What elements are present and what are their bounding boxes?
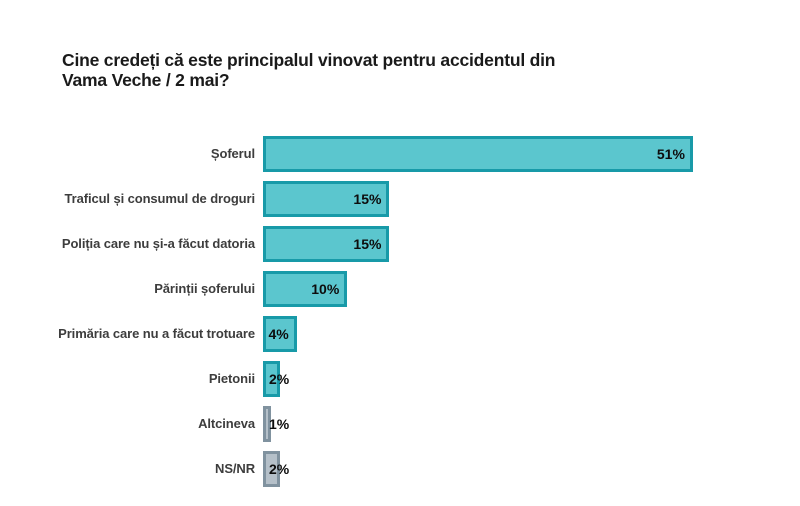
chart-row: Altcineva 1% [40,401,780,446]
bar-track: 15% [263,180,780,217]
bar-track: 1% [263,405,780,442]
bar: 1% [263,405,289,442]
value-label: 15% [353,235,382,252]
bar: 4% [263,315,297,352]
value-label: 2% [269,370,290,387]
category-label: NS/NR [215,461,255,476]
bar-track: 15% [263,225,780,262]
bar: 15% [263,225,390,262]
chart-row: Pietonii 2% [40,356,780,401]
chart-title: Cine credeți că este principalul vinovat… [62,50,702,90]
category-label: Primăria care nu a făcut trotuare [58,326,255,341]
chart-row: Părinții șoferului 10% [40,266,780,311]
chart-row: NS/NR 2% [40,446,780,491]
value-label: 1% [269,415,290,432]
chart-row: Poliția care nu și-a făcut datoria 15% [40,221,780,266]
category-label: Șoferul [210,146,255,161]
category-label: Părinții șoferului [154,281,255,296]
bar: 2% [263,450,289,487]
value-label: 2% [269,460,290,477]
chart-title-line1: Cine credeți că este principalul vinovat… [62,50,556,70]
category-label: Traficul și consumul de droguri [64,191,256,206]
value-label: 4% [268,325,289,342]
category-label: Pietonii [208,371,255,386]
chart-row: Primăria care nu a făcut trotuare 4% [40,311,780,356]
bar-track: 10% [263,270,780,307]
bar-track: 51% [263,135,780,172]
chart-row: Șoferul 51% [40,131,780,176]
chart-row: Traficul și consumul de droguri 15% [40,176,780,221]
value-label: 51% [656,145,685,162]
bar: 15% [263,180,390,217]
value-label: 15% [353,190,382,207]
value-label: 10% [311,280,340,297]
category-label: Altcineva [198,416,255,431]
chart-title-line2: Vama Veche / 2 mai? [62,70,230,90]
bar-track: 4% [263,315,780,352]
category-label: Poliția care nu și-a făcut datoria [61,236,255,251]
bar: 2% [263,360,289,397]
bar-track: 2% [263,360,780,397]
bar: 51% [263,135,693,172]
chart-plot-area: Șoferul 51% Traficul și consumul de drog… [40,131,780,491]
bar: 10% [263,270,348,307]
bar-track: 2% [263,450,780,487]
